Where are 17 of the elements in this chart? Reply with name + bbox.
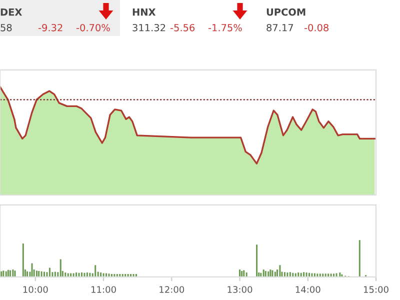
text: UPCOM (266, 8, 306, 16)
x-tick-label: 11:00 (92, 286, 116, 293)
text: -9.32 (38, 24, 62, 32)
x-tick-label: 14:00 (296, 286, 320, 293)
text: 58 (0, 24, 12, 32)
x-tick-label: 12:00 (160, 286, 184, 293)
text: -0.08 (304, 24, 328, 32)
text: DEX (0, 8, 22, 16)
text: -0.70% (76, 24, 110, 32)
text: HNX (132, 8, 156, 16)
text: -5.56 (170, 24, 195, 32)
text: -1.75% (208, 24, 242, 32)
x-tick-label: 15:00 (364, 286, 388, 293)
x-tick-label: 10:00 (23, 286, 48, 293)
text: 311.32 (132, 24, 166, 32)
x-tick-label: 13:00 (228, 286, 252, 293)
text: 87.17 (266, 24, 293, 32)
